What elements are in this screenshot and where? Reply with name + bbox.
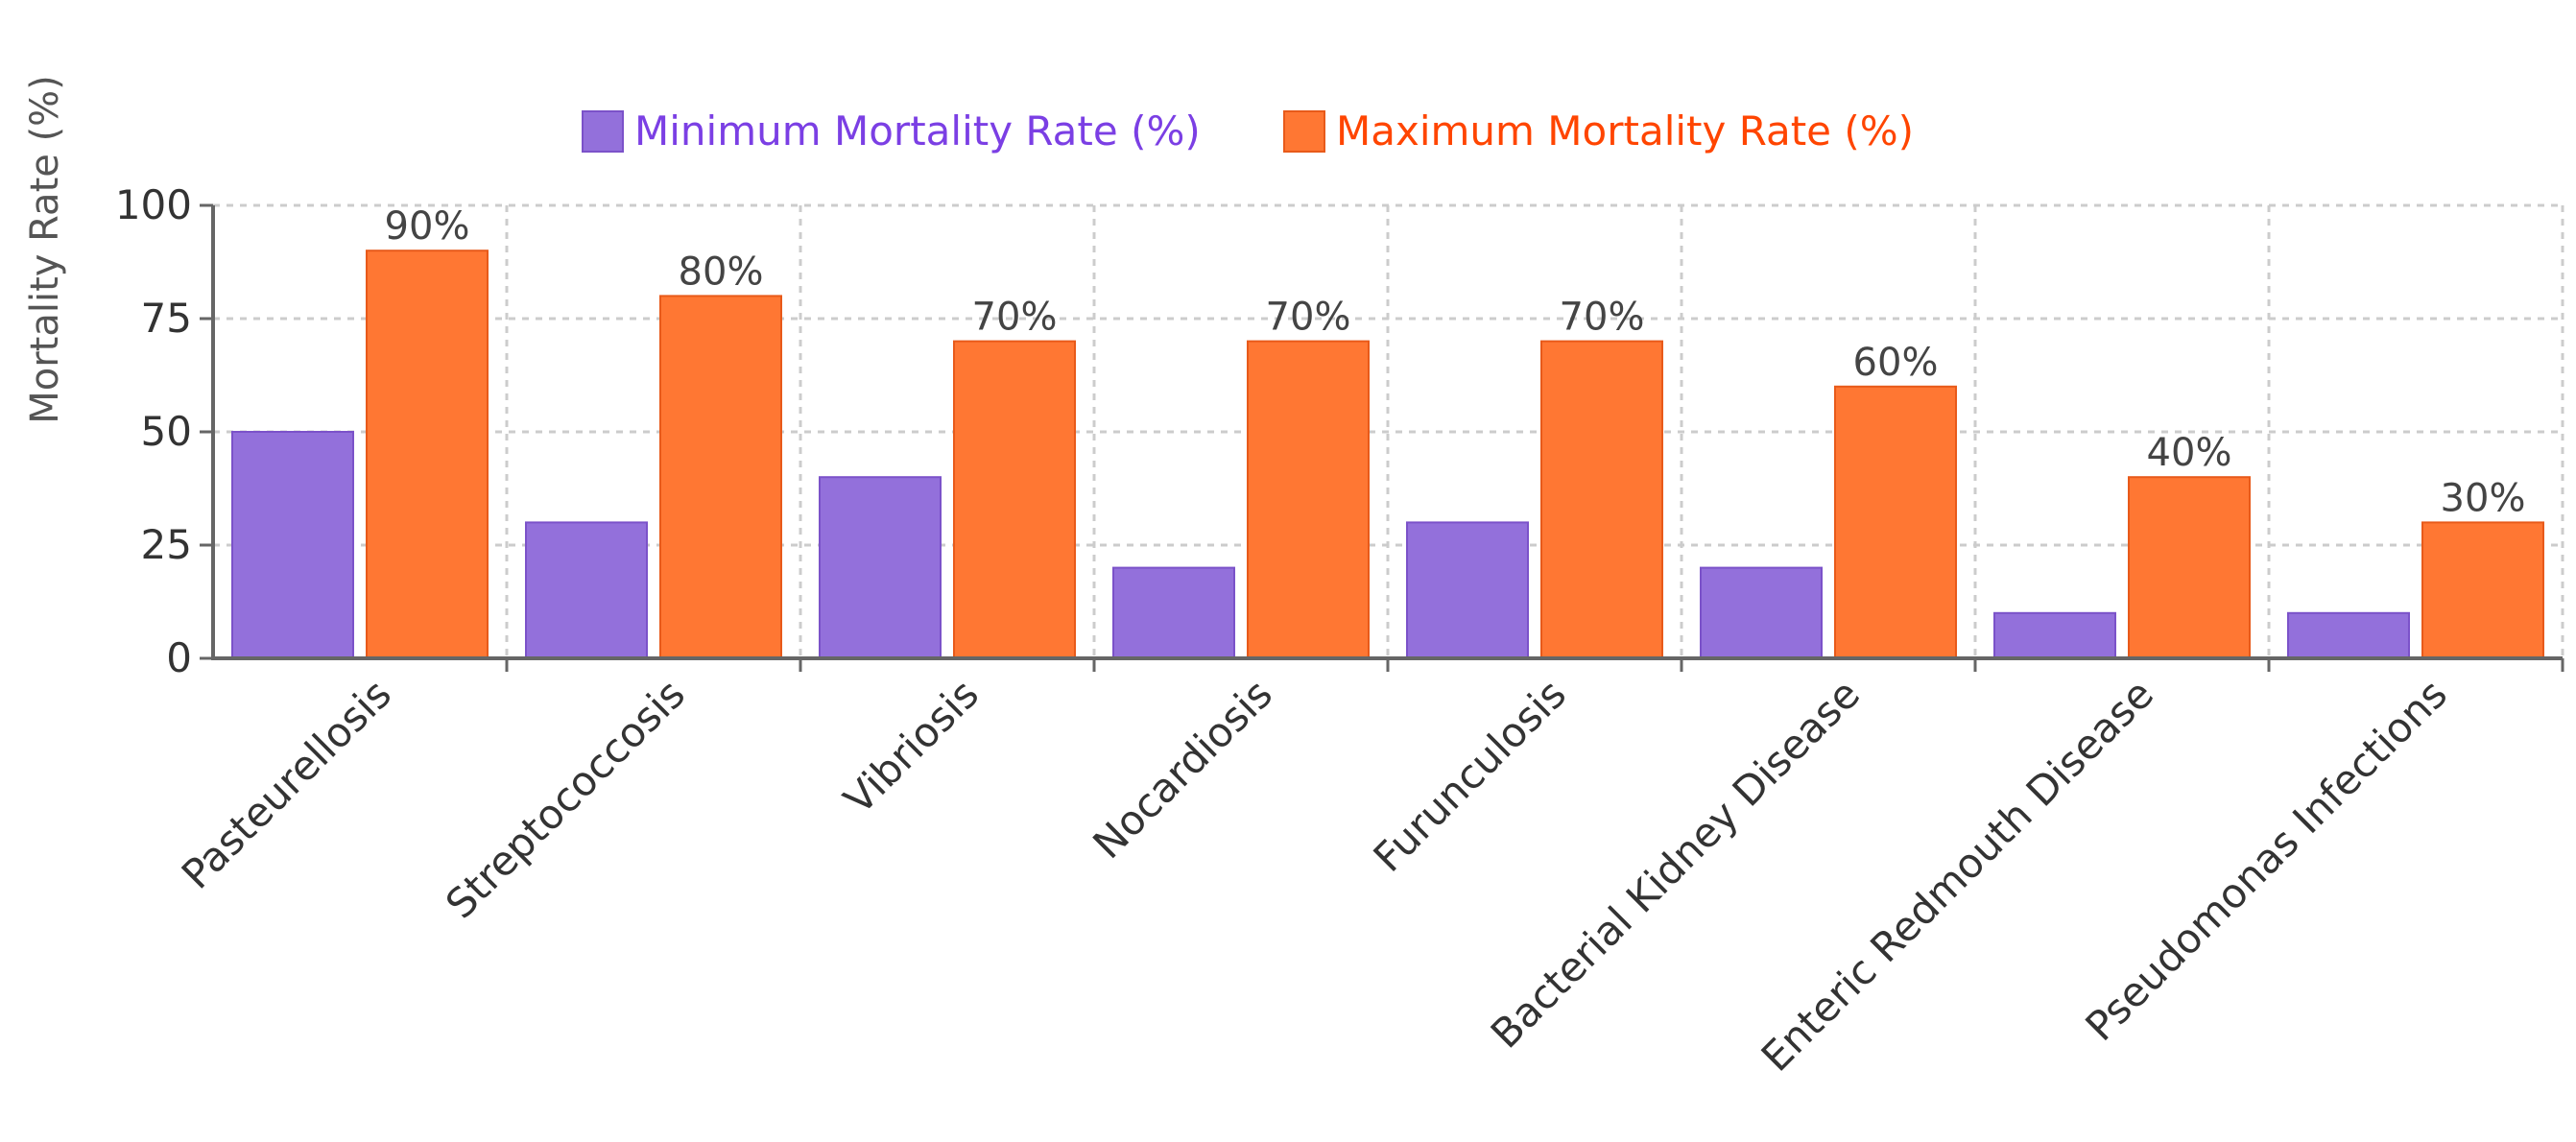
bar-max-bacterial-kidney-disease[interactable] bbox=[1834, 385, 1957, 659]
legend-label: Maximum Mortality Rate (%) bbox=[1336, 107, 1914, 155]
bar-max-streptococcosis[interactable] bbox=[659, 295, 782, 659]
bars bbox=[231, 250, 2544, 660]
data-label-max: 80% bbox=[679, 250, 764, 294]
legend-swatch bbox=[1283, 110, 1325, 153]
data-label-max: 70% bbox=[1266, 296, 1351, 340]
bar-min-vibriosis[interactable] bbox=[819, 476, 942, 660]
y-tick-label: 50 bbox=[141, 408, 192, 455]
data-label-max: 60% bbox=[1853, 341, 1939, 385]
data-label-max: 70% bbox=[972, 296, 1058, 340]
bar-max-pasteurellosis[interactable] bbox=[366, 250, 489, 659]
bar-min-streptococcosis[interactable] bbox=[525, 521, 648, 660]
legend-label: Minimum Mortality Rate (%) bbox=[634, 107, 1201, 155]
bar-max-nocardiosis[interactable] bbox=[1247, 340, 1370, 659]
legend-item-min[interactable]: Minimum Mortality Rate (%) bbox=[582, 107, 1201, 155]
data-label-max: 90% bbox=[385, 204, 470, 249]
x-tick-label: Pasteurellosis bbox=[173, 670, 400, 897]
bar-min-bacterial-kidney-disease[interactable] bbox=[1700, 566, 1823, 659]
y-tick-label: 100 bbox=[115, 181, 192, 228]
bar-min-nocardiosis[interactable] bbox=[1112, 566, 1235, 659]
data-labels: 90% 80% 70% 70% 70% 60% 40% 30% bbox=[385, 204, 2526, 520]
x-tick-label: Furunculosis bbox=[1365, 670, 1576, 881]
bar-max-vibriosis[interactable] bbox=[953, 340, 1076, 659]
bar-min-furunculosis[interactable] bbox=[1406, 521, 1529, 660]
data-label-max: 70% bbox=[1560, 296, 1645, 340]
data-label-max: 30% bbox=[2441, 476, 2526, 520]
bar-max-pseudomonas-infections[interactable] bbox=[2421, 521, 2544, 660]
bar-min-pseudomonas-infections[interactable] bbox=[2287, 611, 2410, 659]
y-tick-label: 75 bbox=[141, 295, 192, 342]
legend-swatch bbox=[582, 110, 624, 153]
bar-min-pasteurellosis[interactable] bbox=[231, 431, 354, 659]
x-tick-label: Nocardiosis bbox=[1084, 670, 1281, 868]
legend-item-max[interactable]: Maximum Mortality Rate (%) bbox=[1283, 107, 1914, 155]
data-label-max: 40% bbox=[2147, 431, 2232, 475]
x-tick-label: Vibriosis bbox=[835, 670, 988, 822]
y-tick-label: 25 bbox=[141, 521, 192, 568]
bar-max-enteric-redmouth-disease[interactable] bbox=[2128, 476, 2251, 660]
y-tick-label: 0 bbox=[166, 634, 192, 681]
y-axis-title: Mortality Rate (%) bbox=[23, 75, 67, 424]
legend: Minimum Mortality Rate (%) Maximum Mortal… bbox=[582, 107, 1914, 155]
bar-min-enteric-redmouth-disease[interactable] bbox=[1993, 611, 2116, 659]
x-tick-label: Streptococcosis bbox=[437, 670, 694, 927]
bar-max-furunculosis[interactable] bbox=[1540, 340, 1663, 659]
